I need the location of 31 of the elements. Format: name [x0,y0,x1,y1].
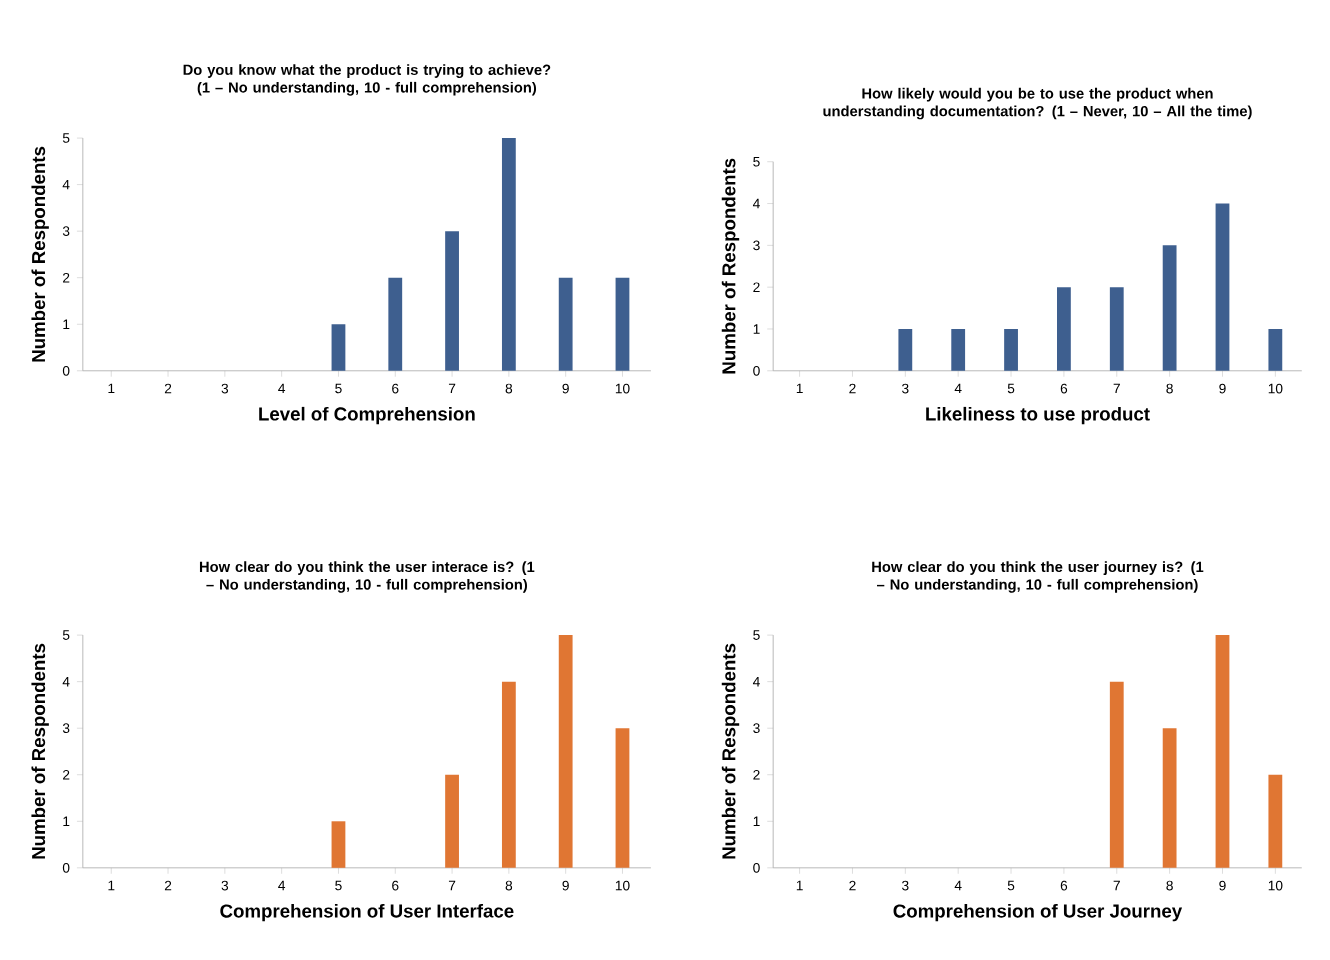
y-axis-title: Number of Respondents [721,158,740,374]
bar [1109,681,1124,868]
bar [1004,328,1018,371]
y-axis-title: Number of Respondents [721,643,740,859]
y-axis-title: Number of Respondents [31,643,49,859]
bar [331,821,346,868]
bar [558,277,573,371]
bar [1162,727,1177,868]
bar [1268,328,1283,371]
x-axis-title: Likeliness to use product [926,406,1150,425]
x-axis-title: Level of Comprehension [259,406,475,425]
bar [615,727,630,868]
bar [951,328,966,371]
bar [1162,245,1177,371]
bar [1215,634,1230,868]
bar [501,681,516,868]
bar [331,324,346,371]
bar [898,328,913,371]
bar [1215,203,1230,371]
bar [558,634,573,868]
bar [501,137,516,371]
bar [445,230,459,371]
x-axis-title: Comprehension of User Journey [893,903,1183,922]
x-axis-title: Comprehension of User Interface [220,903,514,922]
bar [445,774,459,868]
bar [1268,774,1283,868]
bar [1109,286,1124,371]
bar [388,277,403,371]
y-axis-title: Number of Respondents [31,146,49,362]
bar [615,277,630,371]
bar [1057,286,1071,371]
